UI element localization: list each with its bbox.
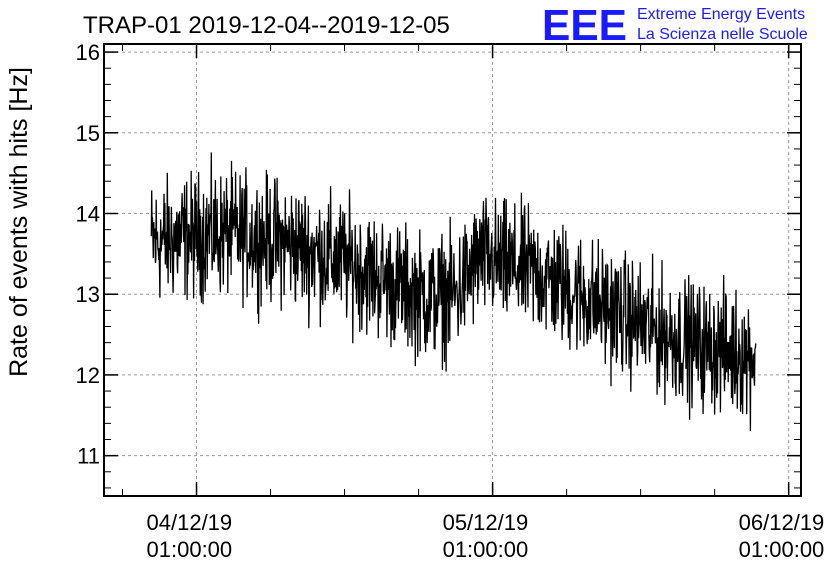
y-tick-label: 15	[76, 121, 100, 146]
x-tick-time: 01:00:00	[147, 537, 233, 562]
x-tick-date: 05/12/19	[443, 510, 529, 535]
x-tick-date: 04/12/19	[147, 510, 233, 535]
logo-mark: EEE	[542, 1, 627, 50]
y-axis-label: Rate of events with hits [Hz]	[5, 67, 33, 377]
axes: 11121314151604/12/1901:00:0005/12/1901:0…	[76, 40, 825, 562]
series-group	[150, 152, 757, 432]
y-tick-label: 16	[76, 40, 100, 65]
x-tick-time: 01:00:00	[443, 537, 529, 562]
plot-frame	[103, 43, 802, 497]
logo-line-2: La Scienza nelle Scuole	[637, 26, 808, 43]
y-tick-label: 12	[76, 363, 100, 388]
y-tick-label: 14	[76, 202, 100, 227]
chart-title: TRAP-01 2019-12-04--2019-12-05	[83, 12, 450, 39]
y-tick-label: 11	[77, 444, 100, 469]
logo-line-1: Extreme Energy Events	[637, 6, 805, 23]
x-tick-time: 01:00:00	[739, 537, 825, 562]
y-tick-label: 13	[76, 282, 100, 307]
logo: EEE Extreme Energy Events La Scienza nel…	[542, 1, 808, 50]
series-line	[150, 152, 757, 432]
x-tick-date: 06/12/19	[739, 510, 825, 535]
